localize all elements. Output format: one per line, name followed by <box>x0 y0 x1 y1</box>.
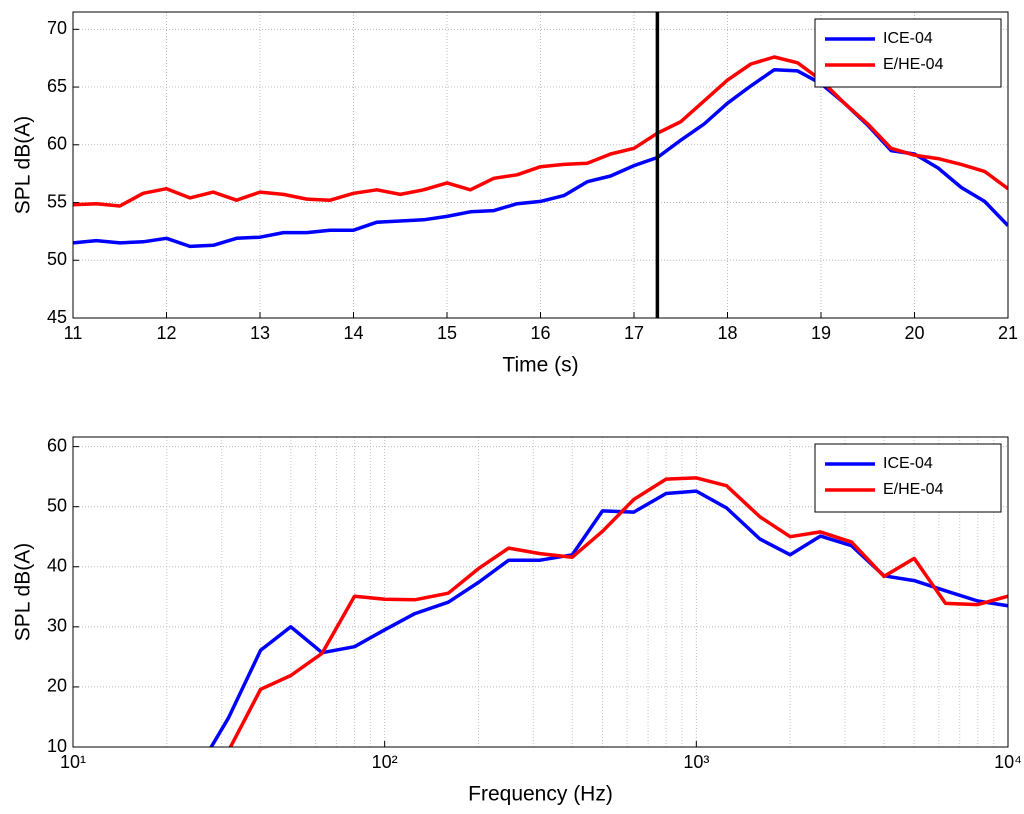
x-tick-label: 10³ <box>683 752 709 772</box>
line-series <box>228 476 1008 747</box>
x-tick-label: 16 <box>530 323 550 343</box>
x-tick-label: 21 <box>998 323 1018 343</box>
legend-box <box>814 18 1002 88</box>
legend-label: ICE-04 <box>883 30 933 47</box>
y-tick-label: 45 <box>47 307 67 327</box>
y-tick-label: 50 <box>47 249 67 269</box>
plot-frame <box>72 436 1009 748</box>
y-tick-label: 60 <box>47 134 67 154</box>
x-tick-label: 10¹ <box>60 752 86 772</box>
line-series <box>73 55 1008 208</box>
y-tick-label: 70 <box>47 18 67 38</box>
y-tick-label: 55 <box>47 191 67 211</box>
legend-label: E/HE-04 <box>883 56 944 73</box>
y-tick-label: 40 <box>47 556 67 576</box>
y-tick-label: 20 <box>47 676 67 696</box>
y-axis-label: SPL dB(A) <box>12 543 35 641</box>
y-tick-label: 65 <box>47 76 67 96</box>
y-tick-label: 60 <box>47 435 67 455</box>
x-tick-label: 11 <box>64 323 83 343</box>
x-tick-label: 13 <box>250 323 270 343</box>
x-axis-label: Frequency (Hz) <box>468 783 613 806</box>
x-axis-label: Time (s) <box>502 354 578 377</box>
plot: 11 12 13 14 15 16 17 18 19 20 21 45 50 55 60 65 70 Time (… <box>12 11 1018 377</box>
plot-frame <box>72 11 1009 319</box>
x-tick-label: 10² <box>372 752 398 772</box>
plot: 10¹ 10² 10³ 10⁴ 10 20 30 40 50 60 Frequency (Hz) SP… <box>12 435 1022 805</box>
y-tick-label: 10 <box>47 736 67 756</box>
x-tick-label: 20 <box>904 323 924 343</box>
y-tick-label: 30 <box>47 616 67 636</box>
legend-label: E/HE-04 <box>883 481 944 498</box>
y-tick-label: 50 <box>47 495 67 515</box>
x-tick-label: 18 <box>717 323 737 343</box>
x-tick-label: 17 <box>624 323 644 343</box>
x-tick-label: 14 <box>343 323 363 343</box>
x-tick-label: 12 <box>156 323 176 343</box>
x-tick-label: 15 <box>437 323 457 343</box>
y-axis-label: SPL dB(A) <box>12 116 35 214</box>
legend-box <box>814 443 1002 513</box>
legend-label: ICE-04 <box>883 455 933 472</box>
x-tick-label: 10⁴ <box>994 752 1022 772</box>
x-tick-label: 19 <box>811 323 831 343</box>
